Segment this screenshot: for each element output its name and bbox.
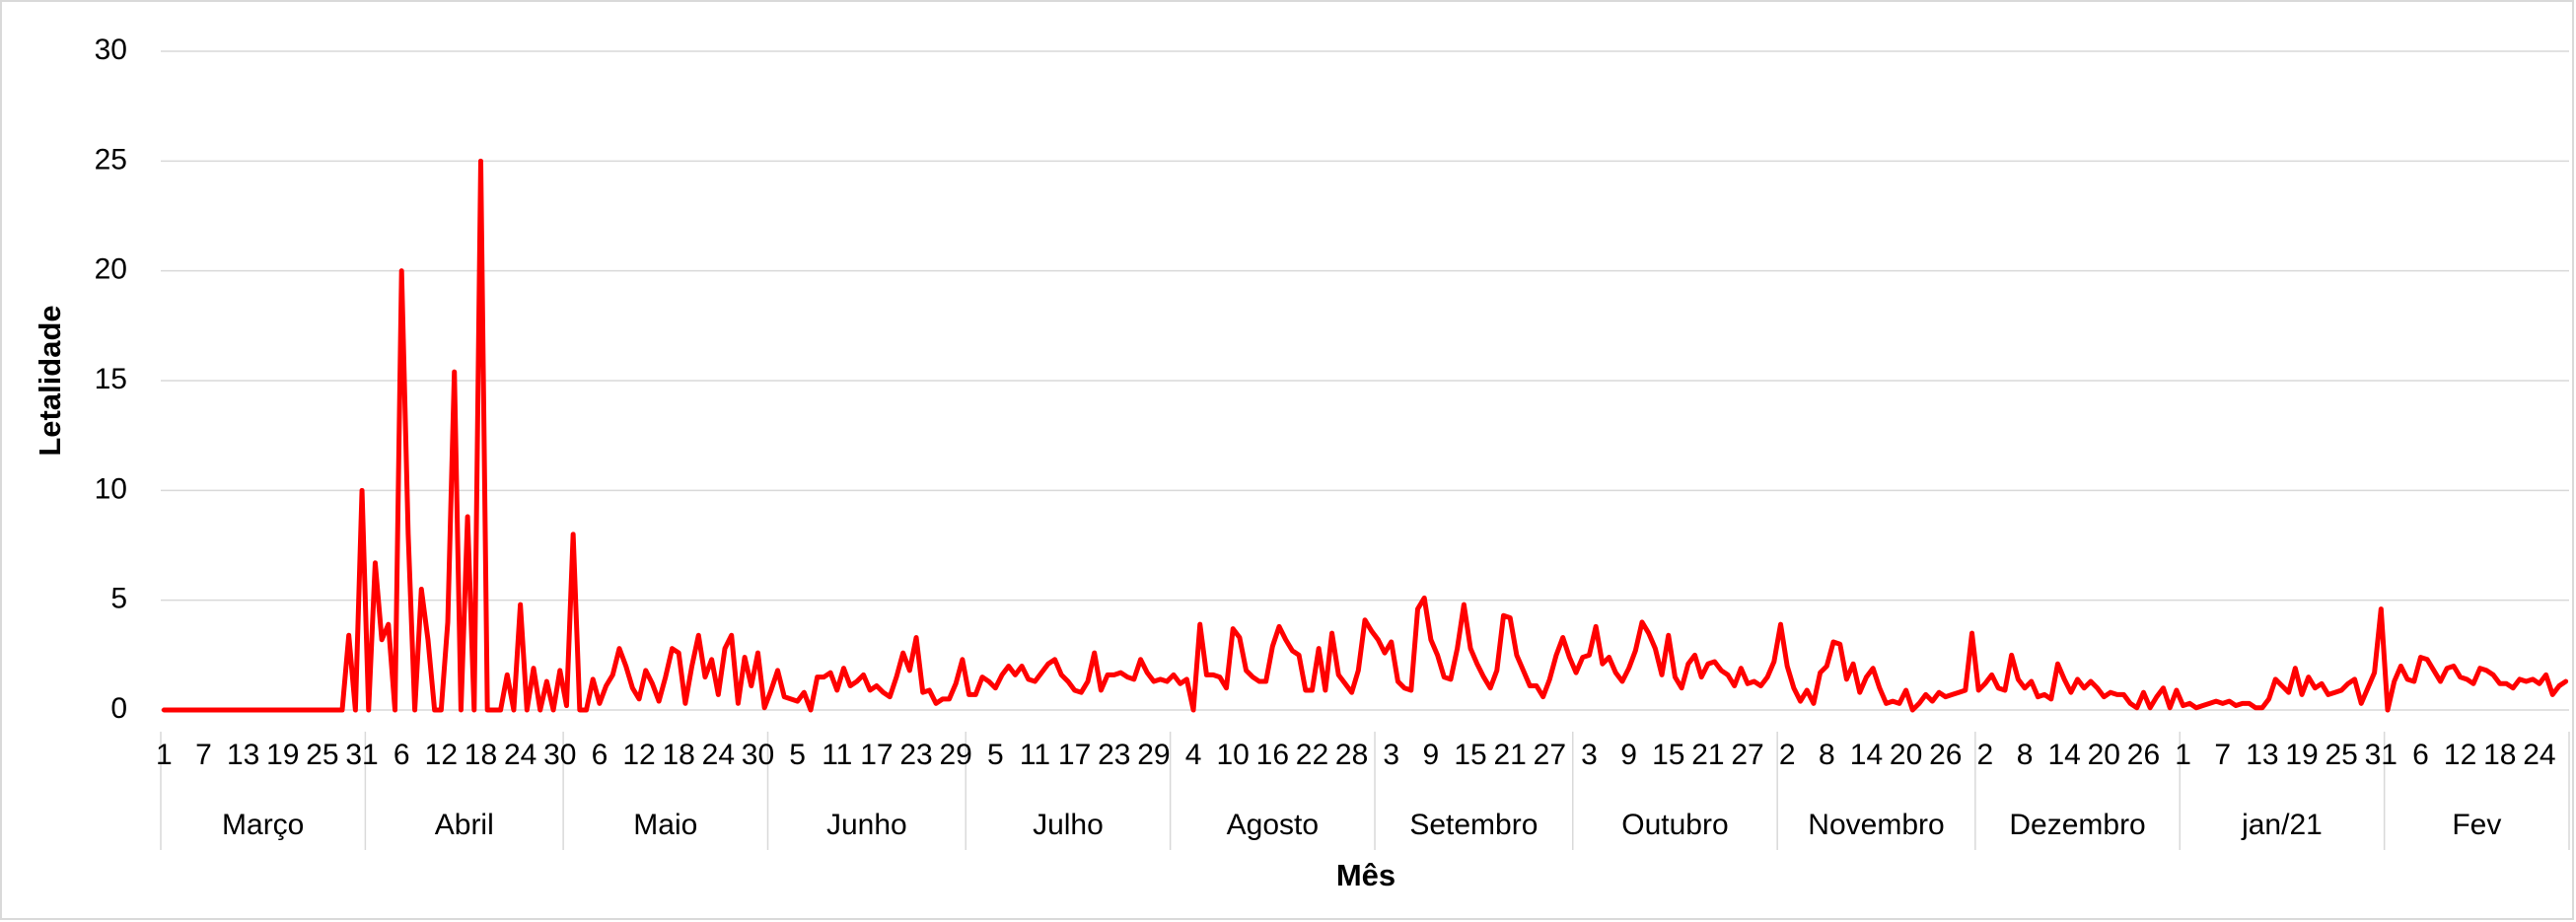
- x-tick-label: 21: [1494, 739, 1527, 771]
- data-line: [161, 158, 2569, 713]
- x-tick-label: 13: [2246, 739, 2278, 771]
- x-tick-label: 7: [2214, 739, 2231, 771]
- month-label: Novembro: [1808, 809, 1944, 841]
- month-label: Junho: [826, 809, 907, 841]
- x-tick-label: 20: [1890, 739, 1922, 771]
- x-tick-label: 25: [306, 739, 338, 771]
- x-tick-label: 12: [2444, 739, 2476, 771]
- y-tick-label: 10: [95, 472, 127, 505]
- x-tick-label: 24: [702, 739, 735, 771]
- month-label: Outubro: [1621, 809, 1728, 841]
- x-tick-label: 16: [1256, 739, 1289, 771]
- x-tick-label: 23: [1098, 739, 1130, 771]
- x-tick-label: 2: [1779, 739, 1796, 771]
- x-tick-label: 10: [1217, 739, 1250, 771]
- x-tick-label: 19: [266, 739, 299, 771]
- x-tick-label: 14: [2047, 739, 2080, 771]
- x-tick-label: 29: [940, 739, 972, 771]
- x-tick-label: 25: [2325, 739, 2357, 771]
- x-tick-label: 12: [425, 739, 458, 771]
- y-tick-label: 5: [110, 583, 127, 615]
- y-tick-label: 15: [95, 363, 127, 395]
- x-tick-label: 18: [663, 739, 695, 771]
- x-tick-label: 8: [2017, 739, 2034, 771]
- x-tick-label: 6: [394, 739, 410, 771]
- x-tick-label: 27: [1731, 739, 1763, 771]
- x-tick-label: 30: [742, 739, 774, 771]
- x-tick-label: 30: [543, 739, 576, 771]
- month-label: Março: [222, 809, 304, 841]
- month-label: Setembro: [1409, 809, 1538, 841]
- month-label: Julho: [1033, 809, 1104, 841]
- x-tick-label: 24: [2523, 739, 2555, 771]
- y-tick-label: 0: [110, 692, 127, 725]
- x-tick-label: 9: [1423, 739, 1440, 771]
- x-tick-label: 22: [1296, 739, 1328, 771]
- x-tick-label: 17: [1058, 739, 1091, 771]
- x-tick-label: 1: [2175, 739, 2191, 771]
- x-tick-label: 6: [2412, 739, 2429, 771]
- y-tick-label: 20: [95, 253, 127, 286]
- month-label: jan/21: [2241, 809, 2323, 841]
- x-tick-label: 7: [195, 739, 212, 771]
- x-tick-label: 4: [1185, 739, 1202, 771]
- x-tick-label: 12: [622, 739, 655, 771]
- x-tick-label: 13: [227, 739, 259, 771]
- x-tick-label: 8: [1819, 739, 1835, 771]
- x-tick-label: 27: [1534, 739, 1566, 771]
- x-tick-label: 24: [504, 739, 537, 771]
- x-tick-label: 5: [987, 739, 1004, 771]
- x-tick-label: 21: [1691, 739, 1724, 771]
- x-tick-label: 15: [1454, 739, 1486, 771]
- x-tick-label: 18: [2483, 739, 2516, 771]
- x-tick-label: 31: [2365, 739, 2397, 771]
- x-tick-label: 3: [1383, 739, 1399, 771]
- x-tick-label: 26: [2127, 739, 2160, 771]
- x-tick-label: 14: [1850, 739, 1883, 771]
- y-tick-label: 30: [95, 34, 127, 66]
- month-label: Maio: [633, 809, 697, 841]
- x-tick-label: 17: [860, 739, 893, 771]
- y-axis-title: Letalidade: [33, 305, 67, 456]
- x-tick-label: 9: [1620, 739, 1637, 771]
- x-tick-label: 1: [156, 739, 173, 771]
- x-axis-title: Mês: [1336, 858, 1395, 892]
- month-label: Agosto: [1227, 809, 1319, 841]
- x-tick-label: 15: [1652, 739, 1684, 771]
- month-label: Fev: [2452, 809, 2501, 841]
- month-label: Dezembro: [2009, 809, 2145, 841]
- x-tick-label: 19: [2285, 739, 2318, 771]
- x-tick-label: 11: [822, 739, 852, 771]
- x-tick-label: 28: [1335, 739, 1368, 771]
- x-tick-label: 31: [345, 739, 378, 771]
- x-tick-label: 18: [465, 739, 497, 771]
- x-tick-label: 2: [1977, 739, 1994, 771]
- x-tick-label: 3: [1581, 739, 1598, 771]
- x-tick-label: 5: [789, 739, 806, 771]
- x-tick-label: 29: [1137, 739, 1170, 771]
- x-tick-label: 20: [2088, 739, 2120, 771]
- month-label: Abril: [435, 809, 494, 841]
- y-tick-label: 25: [95, 143, 127, 176]
- x-tick-label: 6: [592, 739, 608, 771]
- x-tick-label: 11: [1020, 739, 1050, 771]
- x-tick-label: 23: [899, 739, 932, 771]
- x-tick-label: 26: [1929, 739, 1962, 771]
